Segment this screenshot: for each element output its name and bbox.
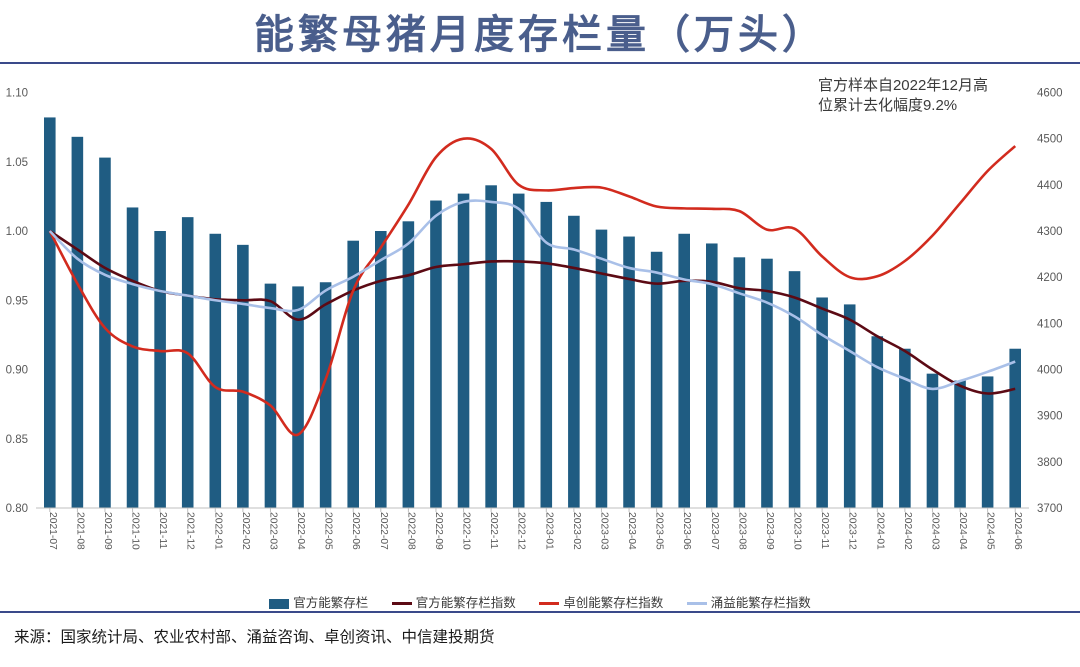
svg-text:2022-07: 2022-07 [378,512,389,550]
svg-text:2023-05: 2023-05 [654,512,665,550]
svg-text:2024-05: 2024-05 [985,512,996,550]
svg-text:4100: 4100 [1037,318,1063,330]
svg-text:4200: 4200 [1037,272,1063,284]
svg-text:2022-03: 2022-03 [267,512,278,550]
svg-text:1.10: 1.10 [6,88,28,100]
svg-text:2023-10: 2023-10 [792,512,803,550]
svg-text:2022-08: 2022-08 [405,512,416,550]
svg-text:2023-02: 2023-02 [571,512,582,550]
svg-text:2021-07: 2021-07 [47,512,58,550]
svg-text:2024-04: 2024-04 [957,512,968,550]
svg-text:2022-06: 2022-06 [350,512,361,550]
svg-text:2024-06: 2024-06 [1012,512,1023,550]
svg-text:2022-01: 2022-01 [212,512,223,550]
svg-text:2021-09: 2021-09 [102,512,113,550]
svg-text:2022-05: 2022-05 [323,512,334,550]
svg-text:2022-10: 2022-10 [461,512,472,550]
svg-text:2023-12: 2023-12 [847,512,858,550]
svg-text:2021-12: 2021-12 [185,512,196,550]
svg-text:4600: 4600 [1037,88,1063,100]
svg-text:4400: 4400 [1037,180,1063,192]
svg-text:2023-11: 2023-11 [819,512,830,549]
svg-text:4500: 4500 [1037,134,1063,146]
svg-text:2021-10: 2021-10 [130,512,141,550]
svg-text:0.95: 0.95 [6,295,28,307]
svg-text:2022-04: 2022-04 [295,512,306,550]
svg-text:2023-04: 2023-04 [626,512,637,550]
svg-text:0.90: 0.90 [6,365,28,377]
svg-text:2024-02: 2024-02 [902,512,913,550]
svg-text:0.80: 0.80 [6,503,28,515]
svg-text:2021-11: 2021-11 [157,512,168,549]
svg-text:2022-11: 2022-11 [488,512,499,549]
svg-text:2023-07: 2023-07 [709,512,720,550]
svg-text:4300: 4300 [1037,226,1063,238]
svg-text:3800: 3800 [1037,457,1063,469]
svg-text:3700: 3700 [1037,503,1063,515]
svg-text:0.85: 0.85 [6,434,28,446]
svg-text:2022-09: 2022-09 [433,512,444,550]
svg-text:2023-09: 2023-09 [764,512,775,550]
svg-text:2024-03: 2024-03 [929,512,940,550]
svg-text:2023-01: 2023-01 [543,512,554,550]
svg-text:2023-03: 2023-03 [598,512,609,550]
svg-text:1.00: 1.00 [6,226,28,238]
svg-text:3900: 3900 [1037,411,1063,423]
svg-text:2023-06: 2023-06 [681,512,692,550]
svg-text:2022-12: 2022-12 [516,512,527,550]
svg-text:1.05: 1.05 [6,157,28,169]
svg-text:2021-08: 2021-08 [74,512,85,550]
svg-text:2024-01: 2024-01 [874,512,885,550]
svg-text:2022-02: 2022-02 [240,512,251,550]
svg-text:2023-08: 2023-08 [736,512,747,550]
svg-text:4000: 4000 [1037,365,1063,377]
